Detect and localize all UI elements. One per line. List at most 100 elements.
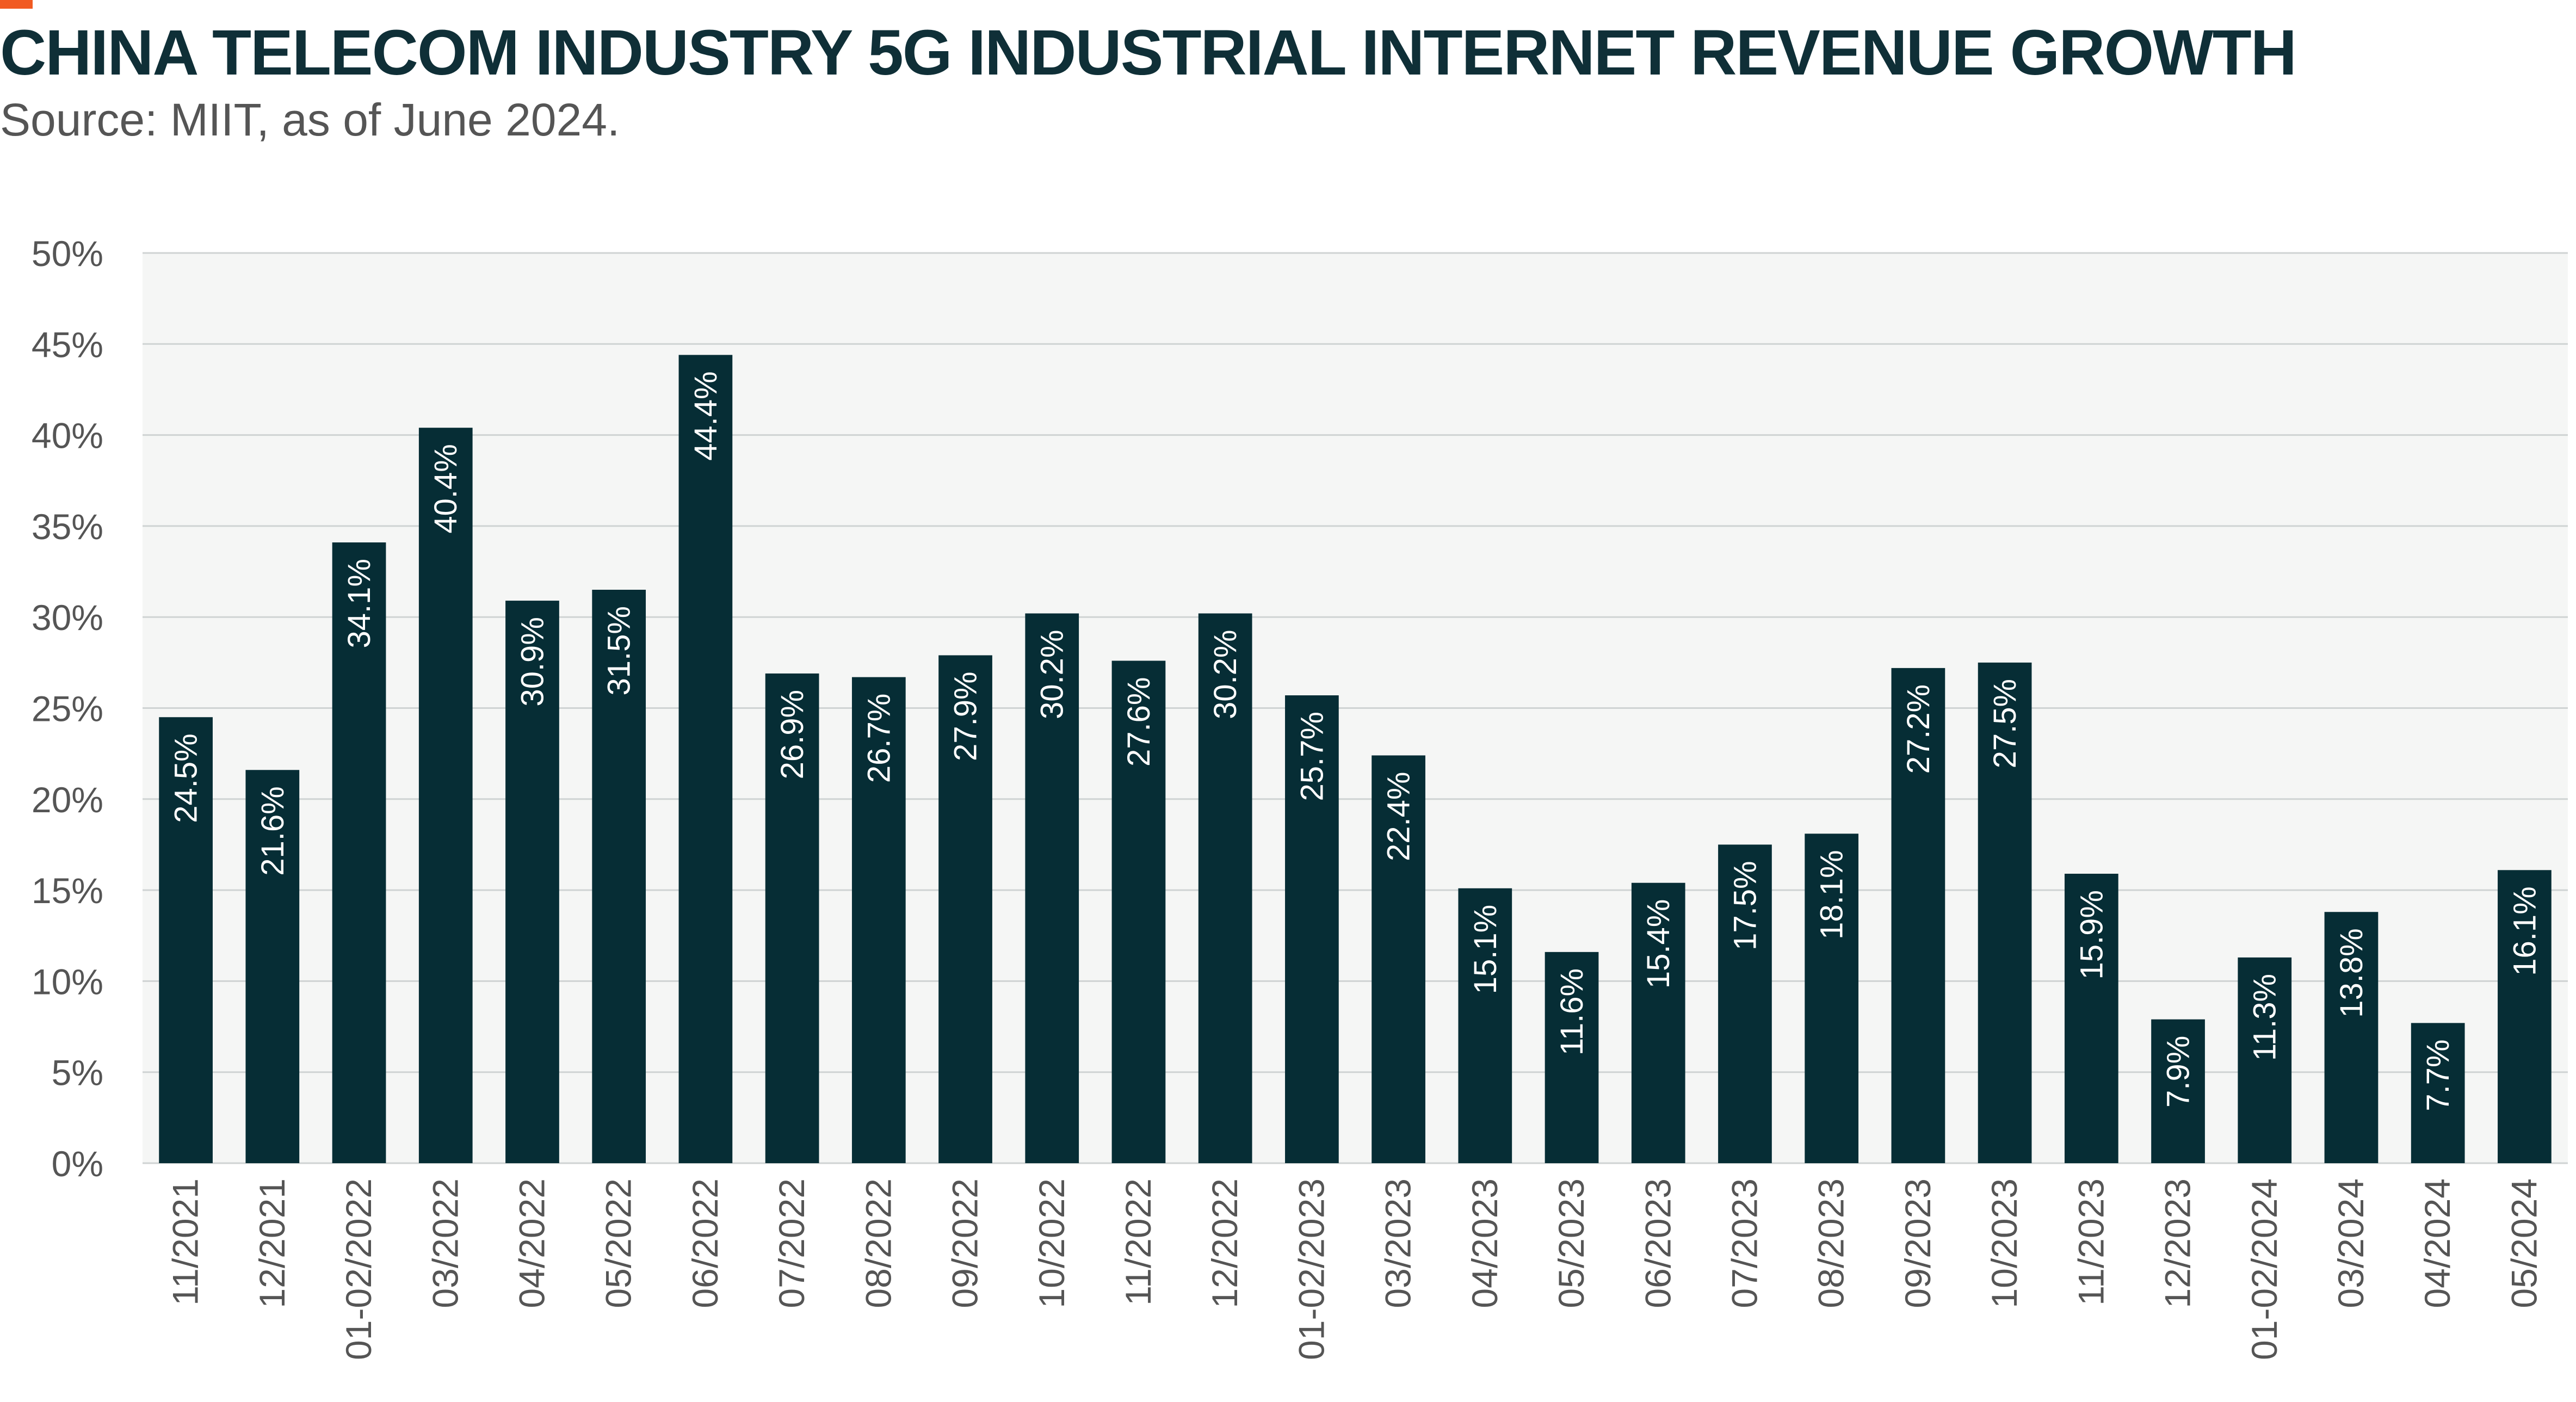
bar [1025, 613, 1079, 1163]
bar [1285, 695, 1339, 1163]
data-label: 44.4% [688, 371, 724, 460]
x-axis: 11/2021 12/2021 01-02/2022 03/2022 04/2022 05… [165, 1178, 2544, 1360]
bar [851, 677, 906, 1163]
x-tick-label: 10/2023 [1984, 1178, 2024, 1308]
x-tick-label: 05/2024 [2504, 1178, 2544, 1308]
data-label: 18.1% [1814, 850, 1850, 939]
data-label: 30.2% [1035, 630, 1070, 719]
x-tick-label: 06/2023 [1638, 1178, 1678, 1308]
data-label: 31.5% [602, 606, 637, 695]
data-label: 11.3% [2247, 974, 2283, 1061]
bar [505, 601, 559, 1163]
bar [2324, 912, 2379, 1163]
bar [2498, 870, 2552, 1163]
bar [1891, 668, 1945, 1163]
bar [2064, 873, 2118, 1163]
y-tick-label: 35% [32, 507, 103, 547]
x-tick-label: 09/2022 [945, 1178, 985, 1308]
bar [1198, 613, 1252, 1163]
bar-series [159, 355, 2552, 1164]
y-tick-label: 25% [32, 689, 103, 729]
bar [2151, 1019, 2205, 1163]
y-tick-label: 40% [32, 416, 103, 456]
bar [1805, 833, 1859, 1163]
data-label: 27.6% [1121, 677, 1157, 767]
data-label: 17.5% [1727, 861, 1763, 950]
bar [245, 770, 300, 1163]
data-label: 21.6% [255, 786, 291, 875]
x-tick-label: 12/2023 [2158, 1178, 2198, 1308]
x-tick-label: 10/2022 [1031, 1178, 1072, 1308]
x-tick-label: 01-02/2024 [2244, 1178, 2284, 1360]
bar [2238, 957, 2292, 1163]
x-tick-label: 04/2024 [2417, 1178, 2457, 1308]
chart-source: Source: MIIT, as of June 2024. [0, 94, 620, 145]
x-tick-label: 01-02/2022 [338, 1178, 379, 1360]
data-label: 26.7% [861, 694, 897, 783]
y-tick-label: 5% [52, 1053, 103, 1093]
x-tick-label: 06/2022 [685, 1178, 725, 1308]
bar [418, 428, 473, 1163]
bar [159, 717, 213, 1163]
x-tick-label: 11/2022 [1118, 1178, 1158, 1306]
bar [592, 590, 646, 1163]
bar [1111, 660, 1166, 1163]
y-tick-label: 50% [32, 233, 103, 274]
bar [765, 673, 819, 1163]
x-tick-label: 11/2021 [165, 1178, 206, 1306]
data-label: 11.6% [1554, 968, 1590, 1055]
x-tick-label: 03/2024 [2331, 1178, 2371, 1308]
data-label: 34.1% [342, 559, 377, 648]
data-label: 40.4% [428, 444, 464, 533]
x-tick-label: 07/2022 [771, 1178, 812, 1308]
bar [938, 655, 992, 1163]
data-label: 25.7% [1294, 712, 1330, 801]
x-tick-label: 09/2023 [1898, 1178, 1938, 1308]
x-tick-label: 11/2023 [2071, 1178, 2111, 1306]
bar [1372, 755, 1425, 1163]
x-tick-label: 08/2022 [858, 1178, 898, 1308]
x-tick-label: 03/2022 [425, 1178, 465, 1308]
x-tick-label: 04/2023 [1465, 1178, 1505, 1308]
y-tick-label: 15% [32, 870, 103, 911]
y-tick-label: 45% [32, 324, 103, 365]
data-label: 15.9% [2074, 890, 2109, 979]
data-label: 7.9% [2161, 1036, 2196, 1108]
bar [1458, 888, 1512, 1163]
bar [678, 355, 733, 1163]
x-tick-label: 01-02/2023 [1291, 1178, 1331, 1360]
data-label: 16.1% [2507, 886, 2542, 975]
y-tick-label: 10% [32, 961, 103, 1002]
bar [332, 542, 386, 1164]
data-label: 30.9% [515, 617, 550, 706]
x-tick-label: 07/2023 [1724, 1178, 1764, 1308]
data-label: 13.8% [2334, 928, 2369, 1017]
chart-title: CHINA TELECOM INDUSTRY 5G INDUSTRIAL INT… [0, 17, 2297, 89]
data-label: 22.4% [1381, 771, 1417, 861]
data-label: 7.7% [2420, 1039, 2456, 1111]
bar [1718, 844, 1772, 1163]
bar [1631, 882, 1685, 1163]
data-labels: 24.5% 21.6% 34.1% 40.4% 30.9% 31.5% 44.4% 26.9%… [169, 371, 2543, 1111]
data-label: 24.5% [169, 733, 204, 823]
y-tick-label: 30% [32, 597, 103, 638]
bar [2411, 1023, 2465, 1163]
data-label: 30.2% [1208, 630, 1243, 719]
x-tick-label: 04/2022 [511, 1178, 552, 1308]
data-label: 27.5% [1987, 679, 2023, 768]
bar [1978, 662, 2032, 1163]
bar [1545, 952, 1599, 1163]
data-label: 15.4% [1641, 899, 1676, 989]
data-label: 26.9% [775, 690, 810, 779]
y-tick-label: 20% [32, 780, 103, 820]
y-tick-label: 0% [52, 1144, 103, 1184]
brand-accent-mark [0, 0, 33, 9]
data-label: 15.1% [1468, 905, 1503, 994]
y-axis: 0% 5% 10% 15% 20% 25% 30% 35% 40% 45% 50% [32, 233, 103, 1184]
x-tick-label: 08/2023 [1811, 1178, 1851, 1308]
data-label: 27.9% [948, 671, 984, 761]
x-tick-label: 12/2021 [252, 1178, 292, 1308]
x-tick-label: 05/2023 [1551, 1178, 1591, 1308]
x-tick-label: 03/2023 [1378, 1178, 1418, 1308]
